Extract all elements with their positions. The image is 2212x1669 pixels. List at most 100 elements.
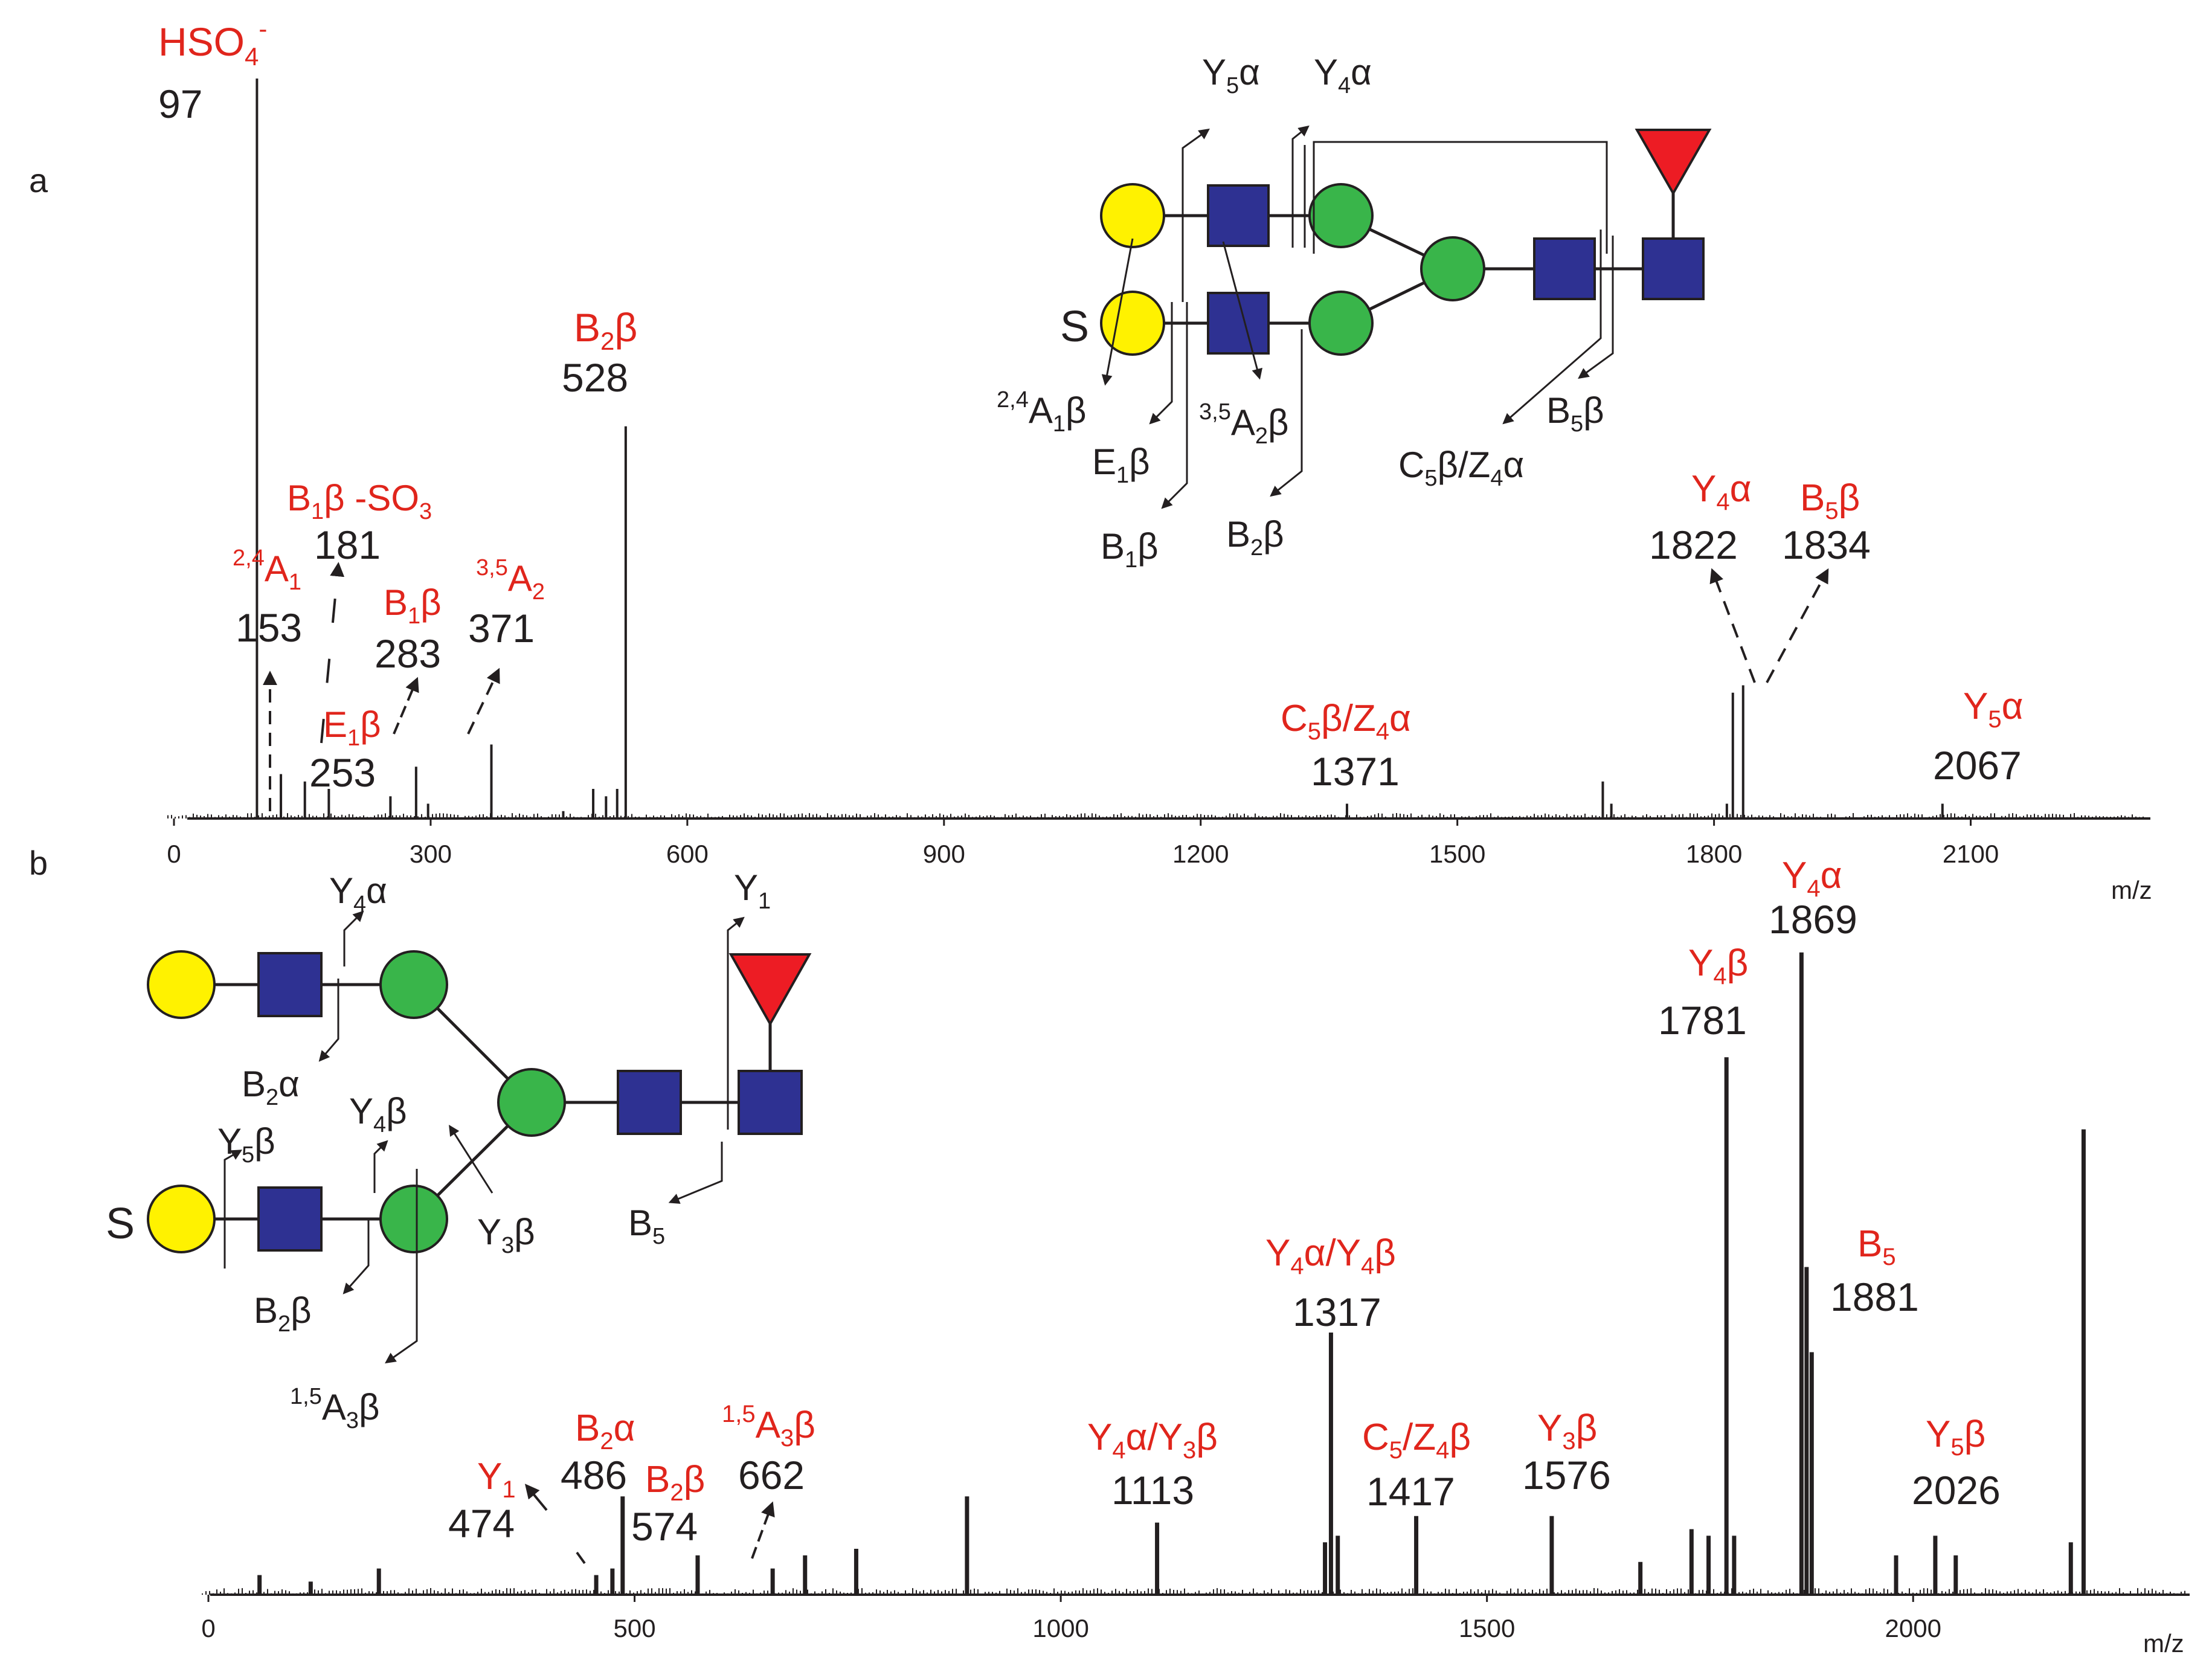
- mz-a-283: 283: [375, 631, 441, 676]
- annot-a-c5z4: C5β/Z4α: [1281, 698, 1411, 745]
- cleave-a-24a1b: [1101, 238, 1134, 386]
- annot-a-24a1: 2,4A1: [233, 545, 301, 595]
- mz-b-1417: 1417: [1366, 1469, 1455, 1514]
- label-b-y3b: Y3β: [477, 1212, 535, 1258]
- x-tick-label: 2000: [1885, 1614, 1941, 1642]
- mannose-a1: [1308, 183, 1374, 248]
- panel-b-xlabel: m/z: [2143, 1629, 2184, 1658]
- glcnac-b4: [738, 1070, 803, 1135]
- mz-b-474: 474: [448, 1501, 515, 1546]
- x-tick-label: 600: [666, 840, 709, 868]
- annot-b-b5: B5: [1857, 1223, 1896, 1270]
- glcnac-a2: [1207, 292, 1270, 355]
- panel-a-annotations: HSO4- 97 B2β 528 B1β -SO3 181 2,4A1 153 …: [158, 14, 2023, 811]
- annot-b-y5b: Y5β: [1926, 1413, 1985, 1461]
- label-b-b5: B5: [628, 1203, 665, 1249]
- panel-label-b: b: [29, 844, 48, 882]
- annot-a-y4a: Y4α: [1691, 468, 1751, 515]
- annot-a-hso4: HSO4-: [158, 14, 267, 71]
- galactose-b1: [147, 950, 216, 1019]
- mz-a-97: 97: [158, 82, 202, 126]
- glycan-structure-a: S Y5α Y4α 2,4A1β E1β 3,5A2β B1β B2β C5β/…: [997, 52, 1712, 573]
- mannose-b3: [497, 1068, 566, 1137]
- mz-b-1576: 1576: [1522, 1453, 1611, 1497]
- glcnac-a3: [1533, 237, 1596, 300]
- label-b-15a3b: 1,5A3β: [290, 1384, 380, 1433]
- mannose-a3: [1420, 236, 1485, 301]
- label-a-b2b: B2β: [1226, 514, 1284, 561]
- mz-a-253: 253: [309, 750, 376, 795]
- cleave-a-c5z4: [1502, 230, 1602, 425]
- x-tick-label: 1500: [1459, 1614, 1515, 1642]
- arrow-a-283: [393, 677, 419, 735]
- label-a-35a2b: 3,5A2β: [1199, 399, 1289, 449]
- x-tick-label: 2100: [1943, 840, 1999, 868]
- label-b-b2b: B2β: [254, 1290, 312, 1337]
- label-a-c5z4: C5β/Z4α: [1398, 445, 1524, 491]
- panel-b-baseline-noise: [202, 1588, 2185, 1595]
- arrow-a-1822: [1709, 568, 1756, 683]
- cleave-a-e1b: [1149, 302, 1173, 425]
- annot-b-y4a: Y4α: [1782, 855, 1842, 902]
- panel-label-a: a: [29, 161, 48, 199]
- annot-b-y1: Y1: [477, 1456, 516, 1503]
- mz-a-528: 528: [562, 355, 628, 400]
- mz-b-662: 662: [738, 1453, 805, 1497]
- mz-a-153: 153: [236, 605, 302, 650]
- annot-b-b2a: B2α: [575, 1407, 635, 1455]
- mz-a-2067: 2067: [1933, 743, 2022, 788]
- label-b-y1: Y1: [734, 867, 771, 914]
- mz-a-371: 371: [468, 606, 535, 651]
- glcnac-b1: [257, 952, 323, 1017]
- mz-b-1317: 1317: [1293, 1290, 1381, 1334]
- cleave-b-y4b: [373, 1140, 388, 1193]
- cleave-a-b2b: [1270, 329, 1303, 497]
- x-tick-label: 1800: [1686, 840, 1742, 868]
- cleave-b-y4a: [343, 910, 364, 966]
- panel-b-ticks: 0 500 1000 1500 2000: [201, 1595, 1941, 1642]
- annot-a-b5b: B5β: [1800, 477, 1860, 524]
- mz-a-1834: 1834: [1782, 523, 1871, 567]
- galactose-a2: [1100, 291, 1165, 356]
- annot-b-y4b: Y4β: [1688, 942, 1748, 989]
- x-tick-label: 0: [167, 840, 181, 868]
- label-b-b2a: B2α: [242, 1064, 300, 1110]
- panel-a-ticks: 0 300 600 900 1200 1500 1800 2100: [167, 818, 1999, 868]
- panel-a-xlabel: m/z: [2111, 876, 2152, 904]
- cleave-b-y1: [727, 916, 745, 1130]
- label-b-y4b: Y4β: [349, 1091, 407, 1137]
- mz-a-1822: 1822: [1649, 523, 1738, 567]
- arrow-a-371: [467, 667, 500, 735]
- galactose-a1: [1100, 183, 1165, 248]
- annot-a-b1b-so3: B1β -SO3: [287, 478, 432, 524]
- annot-b-y3b: Y3β: [1537, 1407, 1597, 1455]
- label-a-y4a: Y4α: [1314, 52, 1372, 98]
- annot-a-35a2: 3,5A2: [476, 555, 545, 605]
- cleave-a-b1b: [1161, 302, 1188, 509]
- label-a-b1b: B1β: [1101, 526, 1159, 573]
- cleave-a-b5b: [1578, 236, 1614, 379]
- x-tick-label: 1500: [1429, 840, 1485, 868]
- annot-b-y4ay4b: Y4α/Y4β: [1265, 1232, 1396, 1279]
- label-a-b5b: B5β: [1546, 390, 1604, 437]
- cleave-b-b2a: [318, 979, 339, 1062]
- x-tick-label: 500: [614, 1614, 656, 1642]
- mannose-b2: [379, 1185, 448, 1253]
- annot-a-b1b: B1β: [384, 582, 442, 629]
- cleave-b-y3b: [449, 1124, 494, 1194]
- glcnac-b3: [617, 1070, 682, 1135]
- glcnac-b2: [257, 1186, 323, 1252]
- galactose-b2: [147, 1185, 216, 1253]
- annot-b-15a3b: 1,5A3β: [722, 1401, 815, 1452]
- mz-b-486: 486: [561, 1453, 627, 1497]
- glcnac-a1: [1207, 184, 1270, 247]
- mz-a-181: 181: [314, 523, 381, 567]
- cleave-b-b5: [668, 1142, 723, 1204]
- panel-b-annotations: Y4α 1869 Y4β 1781 B5 1881 Y4α/Y4β 1317 C…: [448, 855, 2001, 1564]
- glycan-structure-b: S Y4α Y1 B2α Y4β Y5β Y3β B5 B2β 1,5A3β: [106, 867, 812, 1433]
- fucose-a: [1635, 129, 1712, 196]
- x-tick-label: 900: [923, 840, 965, 868]
- annot-b-c5z4b: C5/Z4β: [1362, 1417, 1471, 1464]
- annot-a-b2b: B2β: [574, 305, 637, 355]
